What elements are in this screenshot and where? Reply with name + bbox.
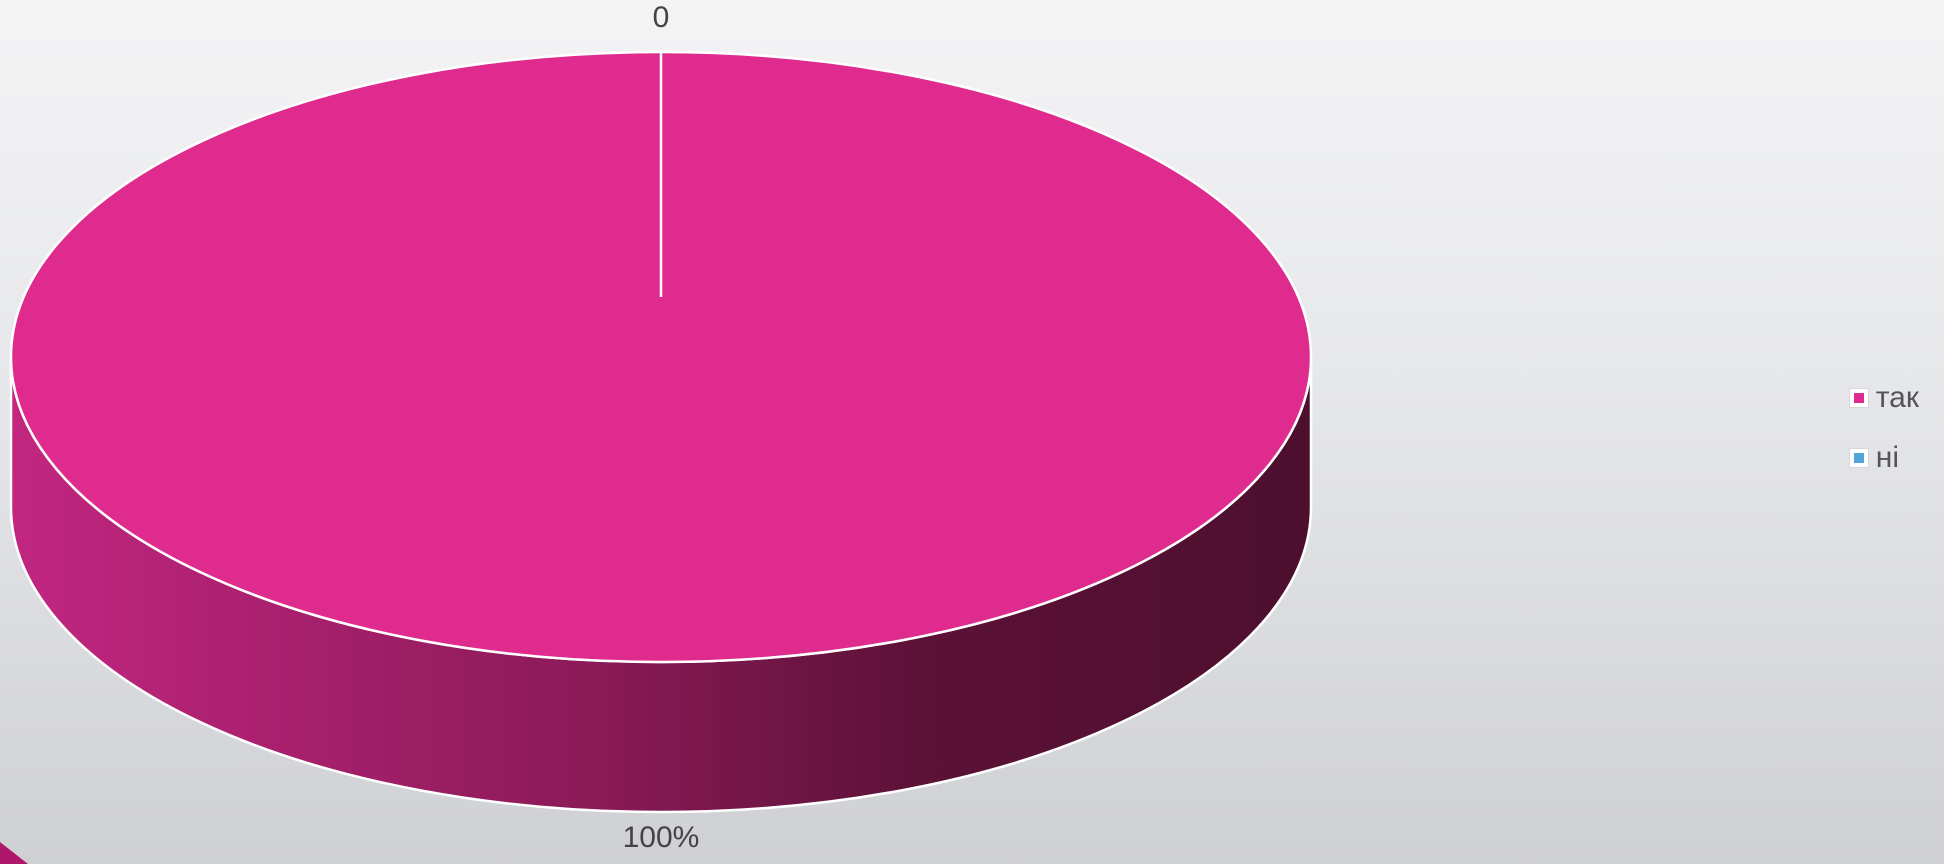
data-label-tak: 100% <box>623 821 700 854</box>
legend-item-tak[interactable]: так <box>1848 380 1919 416</box>
legend: так ні <box>1848 380 1919 476</box>
legend-item-ni[interactable]: ні <box>1848 440 1919 476</box>
corner-accent-shape <box>0 842 28 864</box>
legend-swatch-ni <box>1848 448 1869 468</box>
legend-label-ni: ні <box>1875 441 1900 474</box>
legend-swatch-tak <box>1848 388 1869 408</box>
data-label-ni: 0 <box>653 1 670 34</box>
legend-label-tak: так <box>1875 381 1919 414</box>
